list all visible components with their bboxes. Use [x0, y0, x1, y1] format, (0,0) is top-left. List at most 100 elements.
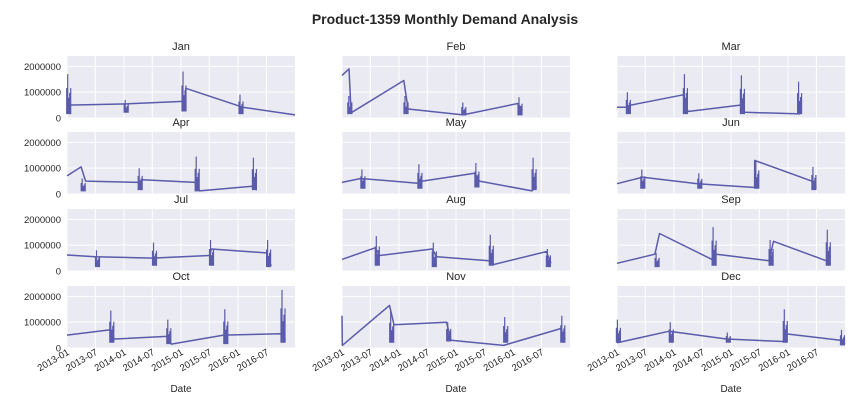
panel-mar: Mar	[616, 41, 845, 119]
demand-spike	[711, 227, 717, 266]
demand-spike	[545, 249, 551, 268]
demand-spike	[739, 75, 745, 115]
demand-spike	[251, 157, 257, 191]
demand-spike	[238, 94, 244, 115]
y-tick-label: 0	[56, 267, 61, 278]
demand-spike	[797, 81, 803, 115]
series-line	[341, 68, 523, 116]
panel-sep: Sep	[616, 194, 845, 272]
x-tick-label: 2015-07	[178, 347, 214, 374]
demand-spike	[697, 173, 703, 189]
y-tick-label: 0	[56, 190, 61, 201]
panel-jul: 0 1000000 2000000 Jul	[24, 194, 295, 278]
panel-title: May	[446, 117, 467, 129]
demand-spike	[517, 97, 523, 116]
panel-feb: Feb	[341, 41, 570, 119]
demand-spike	[360, 169, 366, 189]
panel-title: Jul	[174, 194, 188, 206]
y-tick-label: 1000000	[24, 164, 61, 175]
demand-spike	[280, 289, 286, 343]
y-tick-label: 2000000	[24, 292, 61, 303]
demand-spike	[668, 322, 674, 343]
panel-title: Mar	[722, 41, 741, 53]
panel-title: Jun	[722, 117, 740, 129]
demand-spike	[503, 317, 509, 343]
panel-title: Apr	[172, 117, 189, 129]
demand-spike	[754, 160, 760, 189]
demand-spike	[223, 309, 229, 345]
demand-spike	[94, 250, 101, 268]
demand-spike	[109, 310, 115, 343]
y-tick-label: 1000000	[24, 241, 61, 252]
demand-spike	[66, 74, 72, 115]
demand-spike	[80, 178, 86, 192]
demand-spike	[682, 74, 688, 115]
demand-spike	[166, 319, 172, 345]
y-tick-label: 2000000	[24, 215, 61, 226]
panel-title: Oct	[172, 271, 189, 283]
panel-title: Nov	[446, 271, 466, 283]
panel-may: May	[341, 117, 570, 195]
x-tick-label: 2016-07	[785, 347, 821, 374]
y-tick-label: 2000000	[24, 62, 61, 73]
demand-spike	[811, 166, 817, 191]
series-line	[341, 172, 538, 192]
panel-oct: 0100000020000002013-012013-072014-012014…	[24, 271, 295, 395]
demand-spike	[625, 92, 631, 115]
panel-grid: 0 1000000 2000000 Jan Feb Mar 0 1000000 2000000 A…	[24, 41, 846, 395]
demand-spike	[194, 156, 200, 192]
demand-spike	[403, 96, 409, 115]
chart-title: Product-1359 Monthly Demand Analysis	[312, 11, 579, 27]
series-line	[341, 304, 566, 347]
x-tick-label: 2013-07	[614, 347, 650, 374]
panel-nov: 2013-012013-072014-012014-072015-012015-…	[311, 271, 570, 395]
demand-spike	[389, 311, 395, 343]
panel-title: Aug	[446, 194, 466, 206]
demand-spike	[531, 157, 537, 191]
x-tick-label: 2015-07	[453, 347, 489, 374]
x-tick-label: 2013-07	[64, 347, 100, 374]
x-tick-label: 2014-07	[121, 347, 157, 374]
x-tick-label: 2014-07	[671, 347, 707, 374]
demand-spike	[825, 229, 831, 266]
x-tick-label: 2015-07	[728, 347, 764, 374]
demand-spike	[839, 329, 846, 346]
demand-spike	[488, 234, 494, 266]
y-tick-label: 0	[56, 114, 61, 125]
demand-spike	[181, 71, 187, 112]
x-tick-label: 2013-07	[339, 347, 375, 374]
panel-aug: Aug	[341, 194, 570, 272]
y-tick-label: 2000000	[24, 138, 61, 149]
panel-title: Dec	[721, 271, 741, 283]
demand-spike	[640, 169, 646, 189]
demand-spike	[374, 236, 380, 266]
demand-spike	[137, 168, 143, 191]
panel-title: Feb	[447, 41, 466, 53]
demand-spike	[474, 163, 480, 188]
x-tick-label: 2016-07	[510, 347, 546, 374]
demand-spike	[461, 102, 467, 116]
x-axis-label: Date	[170, 384, 192, 395]
x-axis-label: Date	[445, 384, 467, 395]
x-axis-label: Date	[720, 384, 742, 395]
demand-spike	[615, 319, 621, 343]
x-tick-label: 2016-07	[235, 347, 271, 374]
demand-spike	[417, 164, 423, 189]
x-tick-label: 2014-07	[396, 347, 432, 374]
y-tick-label: 1000000	[24, 88, 61, 99]
y-tick-label: 0	[56, 344, 61, 355]
demand-spike	[123, 99, 129, 113]
x-tick-label: 2016-01	[757, 347, 793, 374]
panel-title: Sep	[721, 194, 741, 206]
panel-jan: 0 1000000 2000000 Jan	[24, 41, 296, 125]
demand-spike	[266, 240, 272, 268]
demand-spike	[446, 322, 452, 342]
panel-title: Jan	[172, 41, 190, 53]
y-tick-label: 1000000	[24, 318, 61, 329]
demand-spike	[208, 240, 215, 266]
panel-dec: 2013-012013-072014-012014-072015-012015-…	[586, 271, 846, 395]
demand-spike	[347, 96, 353, 115]
demand-spike	[151, 242, 158, 266]
demand-spike	[725, 332, 731, 343]
